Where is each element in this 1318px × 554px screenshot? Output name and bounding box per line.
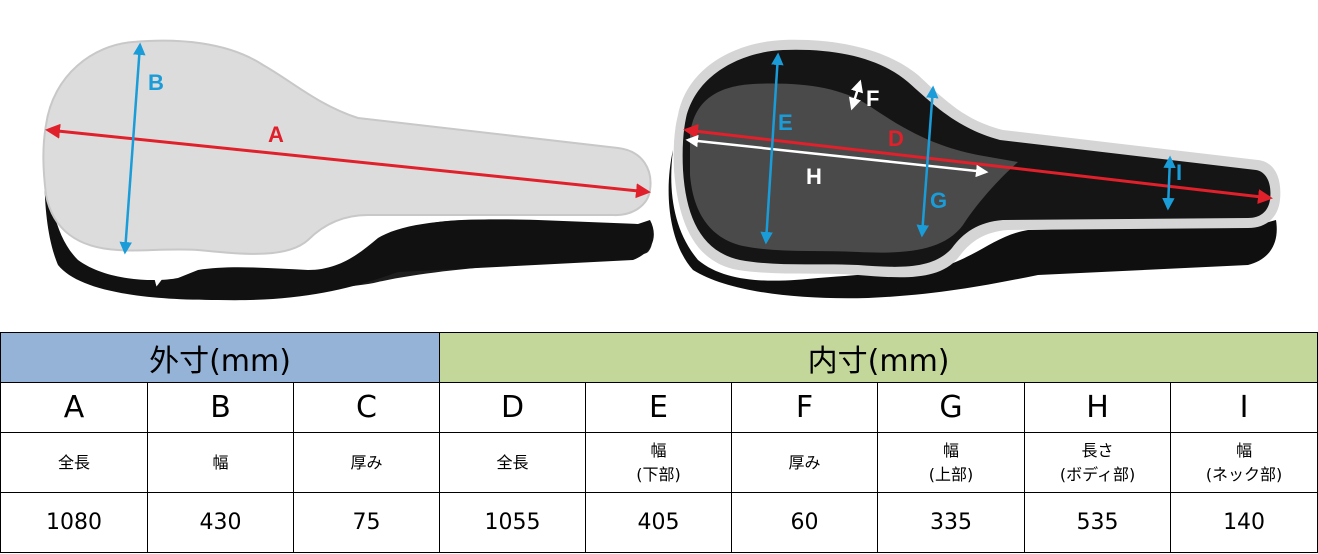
description-line: 幅 bbox=[650, 440, 667, 460]
value-cell: 405 bbox=[585, 492, 733, 553]
label-B: B bbox=[148, 70, 164, 95]
label-H: H bbox=[806, 164, 822, 189]
value-cell: 430 bbox=[147, 492, 294, 553]
value-cell: 535 bbox=[1024, 492, 1172, 553]
letter-cell: E bbox=[585, 382, 733, 433]
value-cell: 140 bbox=[1170, 492, 1318, 553]
value-cell: 75 bbox=[292, 492, 441, 553]
letter-cell: G bbox=[877, 382, 1026, 433]
description-cell: 全長 bbox=[439, 432, 587, 493]
dimension-I-line bbox=[1162, 155, 1176, 211]
dimension-B-line bbox=[119, 42, 146, 255]
closed-case-side bbox=[44, 130, 654, 301]
description-cell: 厚み bbox=[731, 432, 879, 493]
dimension-G-line bbox=[916, 85, 939, 238]
description-line: 幅 bbox=[1236, 440, 1253, 460]
description-line: 長さ bbox=[1081, 440, 1114, 460]
description-line: 幅 bbox=[943, 440, 960, 460]
outer-dimensions-header: 外寸(mm) bbox=[0, 332, 441, 383]
description-line: 厚み bbox=[788, 452, 821, 472]
dimension-A-line bbox=[45, 123, 651, 199]
value-cell: 60 bbox=[731, 492, 879, 553]
description-cell: 厚み bbox=[292, 432, 441, 493]
letter-cell: D bbox=[439, 382, 587, 433]
label-C: C bbox=[170, 257, 186, 282]
dimension-E-line bbox=[760, 52, 784, 245]
description-subline: (ボディ部) bbox=[1059, 464, 1136, 484]
description-line: 全長 bbox=[496, 452, 529, 472]
description-line: 幅 bbox=[212, 452, 229, 472]
letter-cell: C bbox=[292, 382, 441, 433]
letter-cell: B bbox=[147, 382, 294, 433]
value-cell: 1080 bbox=[0, 492, 148, 553]
description-cell: 幅 (下部) bbox=[585, 432, 733, 493]
label-E: E bbox=[778, 110, 793, 135]
description-subline: (上部) bbox=[928, 464, 974, 484]
dimensions-table: 外寸(mm) 内寸(mm) A B C D E F G H I 全長 幅 厚み … bbox=[0, 332, 1318, 553]
letter-row: A B C D E F G H I bbox=[0, 382, 1318, 433]
dimension-C-line bbox=[152, 251, 168, 287]
description-line: 全長 bbox=[57, 452, 90, 472]
closed-case: A B C bbox=[42, 39, 654, 301]
dimension-F-line bbox=[848, 79, 864, 111]
description-cell: 幅 (上部) bbox=[877, 432, 1026, 493]
letter-cell: A bbox=[0, 382, 148, 433]
letter-cell: I bbox=[1170, 382, 1318, 433]
label-F: F bbox=[866, 86, 879, 111]
inner-dimensions-header: 内寸(mm) bbox=[439, 332, 1318, 383]
value-row: 1080 430 75 1055 405 60 335 535 140 bbox=[0, 492, 1318, 553]
label-G: G bbox=[930, 188, 947, 213]
description-subline: (下部) bbox=[636, 464, 681, 484]
description-line: 厚み bbox=[350, 452, 383, 472]
description-cell: 全長 bbox=[0, 432, 148, 493]
description-cell: 幅 bbox=[147, 432, 294, 493]
description-cell: 長さ (ボディ部) bbox=[1024, 432, 1172, 493]
label-D: D bbox=[888, 126, 904, 151]
value-cell: 335 bbox=[877, 492, 1026, 553]
open-case-shell bbox=[668, 150, 1277, 299]
description-row: 全長 幅 厚み 全長 幅 (下部) 厚み 幅 (上部) 長さ (ボディ部) 幅 (ネック… bbox=[0, 432, 1318, 493]
letter-cell: F bbox=[731, 382, 879, 433]
letter-cell: H bbox=[1024, 382, 1172, 433]
label-I: I bbox=[1176, 160, 1182, 185]
value-cell: 1055 bbox=[439, 492, 587, 553]
label-A: A bbox=[268, 122, 284, 147]
description-subline: (ネック部) bbox=[1205, 464, 1283, 484]
guitar-case-diagram: A B C D E F G H I bbox=[18, 20, 1288, 303]
description-cell: 幅 (ネック部) bbox=[1170, 432, 1318, 493]
open-case: D E F G H I bbox=[668, 39, 1281, 299]
